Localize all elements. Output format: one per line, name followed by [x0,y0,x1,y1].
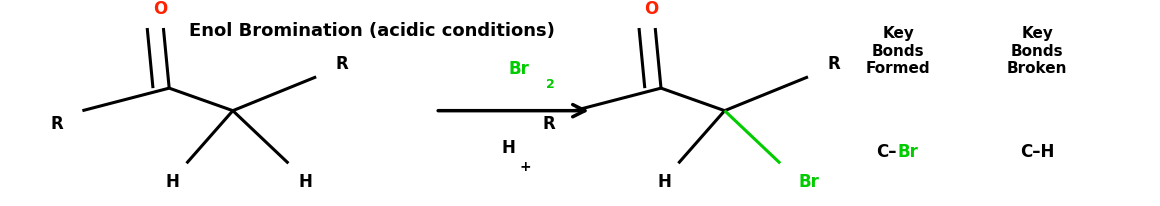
Text: Br: Br [509,60,530,78]
Text: O: O [645,0,659,18]
Text: Key
Bonds
Broken: Key Bonds Broken [1007,26,1067,76]
Text: R: R [827,55,840,73]
Text: H: H [502,139,516,157]
Text: 2: 2 [546,78,554,91]
Text: R: R [335,55,348,73]
Text: +: + [520,159,531,173]
Text: R: R [51,115,64,133]
Text: Enol Bromination (acidic conditions): Enol Bromination (acidic conditions) [189,22,554,40]
Text: C–H: C–H [1020,143,1054,161]
Text: H: H [299,173,313,191]
Text: O: O [153,0,167,18]
Text: Br: Br [897,143,918,161]
Text: H: H [658,173,672,191]
Text: H: H [166,173,180,191]
Text: Key
Bonds
Formed: Key Bonds Formed [865,26,930,76]
Text: R: R [543,115,556,133]
Text: Br: Br [799,173,820,191]
Text: C–: C– [877,143,897,161]
